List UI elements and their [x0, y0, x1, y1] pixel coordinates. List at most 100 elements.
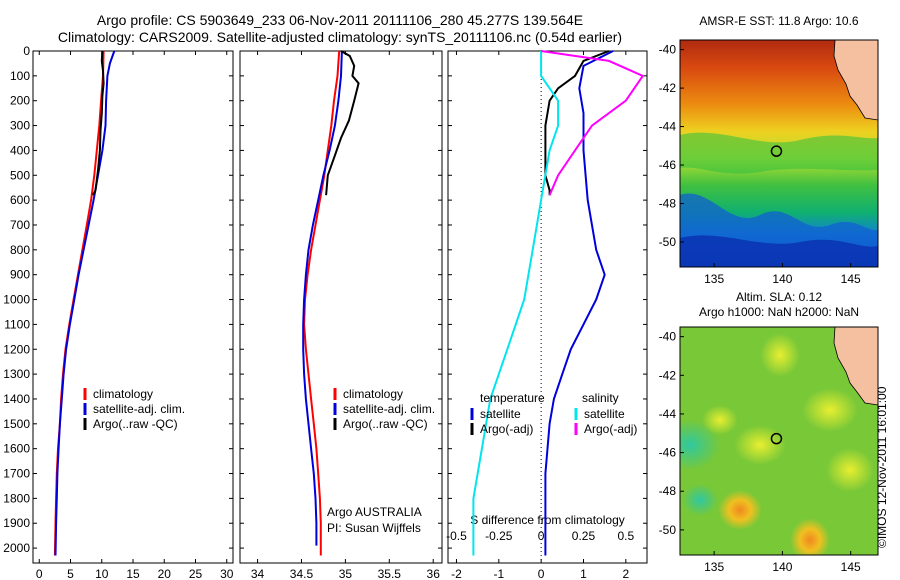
- x-tick-label-top: -0.5: [446, 529, 467, 543]
- x-tick-label: 5: [67, 567, 74, 580]
- series-line-satelliteadjclim: [54, 50, 116, 556]
- y-tick-label: 700: [10, 218, 30, 232]
- y-tick-label: 1100: [4, 317, 30, 331]
- series-line-satellite: [472, 51, 560, 556]
- x-tick-label: 36: [427, 567, 441, 580]
- map-y-tick-label: -44: [659, 120, 677, 134]
- map-y-tick-label: -48: [659, 484, 677, 498]
- x-tick-label-top: 0: [538, 529, 545, 543]
- x-tick-label: 0: [538, 567, 545, 580]
- y-tick-label: 2000: [3, 541, 30, 555]
- map-y-tick-label: -50: [659, 523, 677, 537]
- x-tick-label: 35.5: [378, 567, 402, 580]
- argo-position-marker: [770, 432, 783, 445]
- annotation-pi: PI: Susan Wijffels: [327, 521, 421, 535]
- y-tick-label: 1500: [3, 417, 30, 431]
- series-line-climatology: [53, 50, 105, 556]
- y-tick-label: 1600: [3, 442, 30, 456]
- legend-title-temperature: temperature: [480, 391, 545, 405]
- legend-label: Argo(-adj): [584, 422, 637, 436]
- x-tick-label-top: -0.25: [485, 529, 513, 543]
- y-tick-label: 1300: [3, 367, 30, 381]
- series-line-argoadj: [544, 50, 610, 196]
- map-y-tick-label: -42: [659, 368, 677, 382]
- map-title-line-1: Altim. SLA: 0.12: [736, 290, 822, 304]
- map-x-tick-label: 145: [841, 272, 861, 286]
- panel-frame-1: [32, 50, 234, 564]
- annotation-operator: Argo AUSTRALIA: [327, 505, 422, 519]
- legend-label: Argo(..raw -QC): [93, 417, 178, 431]
- y-tick-label: 200: [10, 94, 30, 108]
- x-tick-label: -2: [451, 567, 462, 580]
- series-line-argoadj: [540, 50, 645, 196]
- legend-label: satellite-adj. clim.: [93, 402, 185, 416]
- legend-label: climatology: [93, 387, 153, 401]
- imos-timestamp: ©IMOS 12-Nov-2011 16:01:00: [875, 386, 889, 548]
- x-tick-label: 1: [580, 567, 587, 580]
- map-y-tick-label: -48: [659, 197, 677, 211]
- x-tick-label: 0: [36, 567, 43, 580]
- map-y-tick-label: -44: [659, 407, 677, 421]
- y-tick-label: 1400: [3, 392, 30, 406]
- x-tick-label: 20: [158, 567, 172, 580]
- y-tick-label: 100: [10, 69, 30, 83]
- y-tick-label: 300: [10, 119, 30, 133]
- panel-frame-3: [447, 50, 648, 564]
- x-tick-label: 30: [220, 567, 234, 580]
- x-tick-label-top: 0.5: [617, 529, 634, 543]
- x-tick-label: 35: [339, 567, 353, 580]
- legend-label: Argo(-adj): [480, 422, 533, 436]
- series-line-satellite: [544, 50, 614, 556]
- y-tick-label: 900: [10, 268, 30, 282]
- title-line-2: Climatology: CARS2009. Satellite-adjuste…: [57, 29, 623, 45]
- y-tick-label: 1000: [3, 293, 30, 307]
- map-title-line-2: Argo h1000: NaN h2000: NaN: [699, 305, 859, 319]
- legend-title-salinity: salinity: [582, 391, 619, 405]
- y-tick-label: 1200: [3, 342, 30, 356]
- x-tick-label-top: 0.25: [572, 529, 596, 543]
- map-x-tick-label: 145: [841, 560, 861, 574]
- map-title: AMSR-E SST: 11.8 Argo: 10.6: [699, 14, 859, 28]
- x-tick-label: 34: [251, 567, 265, 580]
- map-frame-2: [679, 326, 879, 556]
- x-tick-label: -1: [493, 567, 504, 580]
- legend-label: Argo(..raw -QC): [343, 417, 428, 431]
- legend-label: satellite-adj. clim.: [343, 402, 435, 416]
- legend-label: climatology: [343, 387, 403, 401]
- map-x-tick-label: 135: [704, 272, 724, 286]
- x-axis-label-top: S difference from climatology: [470, 513, 625, 527]
- map-y-tick-label: -50: [659, 235, 677, 249]
- sla-map: [680, 327, 878, 555]
- x-tick-label: 10: [95, 567, 109, 580]
- x-tick-label: 2: [622, 567, 629, 580]
- legend-label: satellite: [584, 407, 625, 421]
- argo-position-marker: [770, 145, 783, 157]
- map-y-tick-label: -46: [659, 158, 677, 172]
- sst-map: [680, 40, 878, 267]
- y-tick-label: 800: [10, 243, 30, 257]
- y-tick-label: 1900: [3, 516, 30, 530]
- series-line-argorawqc: [92, 50, 105, 196]
- y-tick-label: 500: [10, 168, 30, 182]
- map-y-tick-label: -42: [659, 81, 677, 95]
- map-x-tick-label: 135: [704, 560, 724, 574]
- legend-label: satellite: [480, 407, 521, 421]
- y-tick-label: 0: [23, 44, 30, 58]
- title-line-1: Argo profile: CS 5903649_233 06-Nov-2011…: [96, 12, 584, 28]
- map-x-tick-label: 140: [772, 272, 792, 286]
- map-y-tick-label: -40: [659, 330, 677, 344]
- y-tick-label: 1800: [3, 491, 30, 505]
- x-tick-label: 25: [189, 567, 203, 580]
- series-line-argorawqc: [325, 50, 360, 196]
- x-tick-label: 34.5: [290, 567, 314, 580]
- map-y-tick-label: -46: [659, 446, 677, 460]
- x-tick-label: 15: [126, 567, 140, 580]
- map-x-tick-label: 140: [772, 560, 792, 574]
- series-line-satelliteadjclim: [302, 50, 343, 546]
- map-frame-1: [679, 39, 879, 268]
- map-y-tick-label: -40: [659, 43, 677, 57]
- y-tick-label: 1700: [3, 467, 30, 481]
- y-tick-label: 600: [10, 193, 30, 207]
- y-tick-label: 400: [10, 143, 30, 157]
